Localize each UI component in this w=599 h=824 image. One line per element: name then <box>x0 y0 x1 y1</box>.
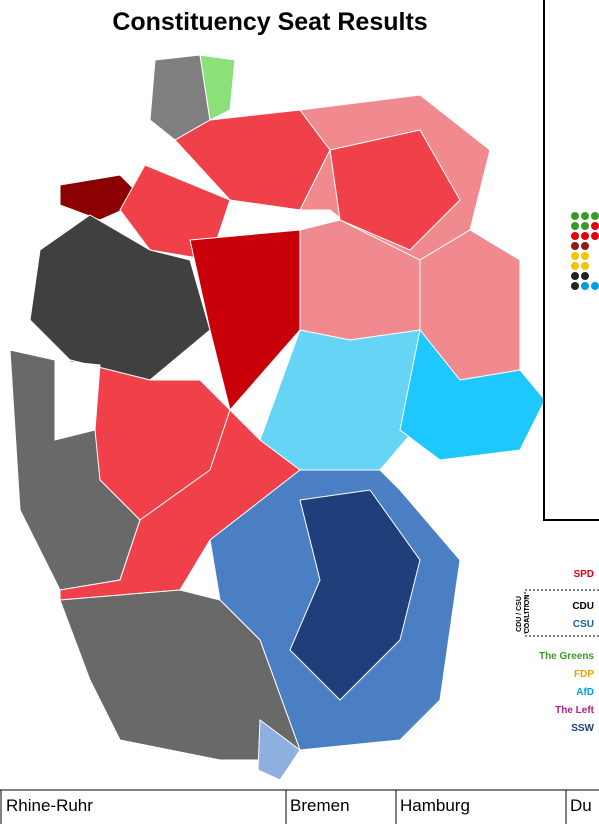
legend-label: FDP <box>574 669 594 680</box>
region <box>399 328 546 461</box>
legend-label: AfD <box>576 687 594 698</box>
table-header: Hamburg <box>400 796 470 815</box>
coalition-label: COALITION <box>524 595 531 634</box>
region <box>49 359 101 441</box>
legend-label: The Greens <box>539 651 594 662</box>
legend-label: CSU <box>573 619 594 630</box>
region <box>199 54 236 121</box>
table-header: Bremen <box>290 796 350 815</box>
region <box>329 129 461 251</box>
legend-label: SPD <box>573 569 594 580</box>
germany-map <box>9 54 546 781</box>
region <box>9 349 141 591</box>
legend: SPD CDU CSU CDU / CSU COALITION The Gree… <box>516 569 599 734</box>
legend-label: The Left <box>555 705 595 716</box>
map-title: Constituency Seat Results <box>112 8 427 36</box>
bottom-table: Rhine-Ruhr Bremen Hamburg Du <box>0 789 599 824</box>
legend-label: SSW <box>571 723 594 734</box>
legend-label: CDU <box>572 601 594 612</box>
coalition-label: CDU / CSU <box>516 596 523 632</box>
region <box>119 164 231 261</box>
seat-dots <box>571 212 599 290</box>
inset-box <box>543 0 599 521</box>
table-header: Du <box>570 796 592 815</box>
region <box>257 719 301 781</box>
region <box>289 489 421 701</box>
region <box>189 229 301 412</box>
table-header: Rhine-Ruhr <box>6 796 93 815</box>
coalition-box <box>524 589 599 637</box>
